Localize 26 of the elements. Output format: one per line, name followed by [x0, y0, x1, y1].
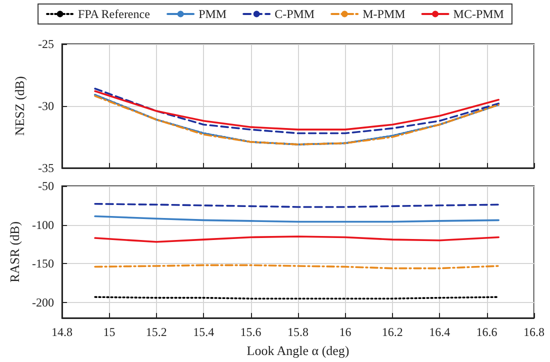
y-tick-label: -50 [38, 179, 54, 193]
x-tick-label: 15.2 [146, 325, 167, 339]
x-tick-label: 16.2 [382, 325, 403, 339]
x-tick-label: 15.6 [240, 325, 262, 339]
x-tick-label: 16 [339, 325, 352, 339]
y-tick-label: -150 [32, 256, 54, 271]
legend-label: FPA Reference [78, 7, 150, 21]
x-tick-label: 16.8 [524, 325, 544, 339]
legend-label: C-PMM [274, 7, 315, 21]
y-axis-title: NESZ (dB) [12, 76, 27, 136]
y-tick-label: -30 [38, 99, 54, 113]
x-tick-label: 16.6 [476, 325, 498, 339]
x-tick-label: 15.4 [193, 325, 214, 339]
x-tick-label: 14.8 [52, 325, 72, 339]
y-tick-label: -200 [32, 295, 54, 310]
x-tick-label: 15 [103, 325, 116, 339]
y-tick-label: -100 [32, 218, 54, 232]
legend-label: PMM [198, 7, 227, 21]
y-tick-label: -25 [38, 37, 54, 51]
legend-label: MC-PMM [453, 7, 504, 21]
x-tick-label: 15.8 [288, 325, 308, 339]
y-tick-label: -35 [38, 161, 54, 175]
legend-label: M-PMM [362, 7, 406, 21]
y-axis-title: RASR (dB) [7, 221, 22, 283]
x-tick-label: 16.4 [429, 325, 450, 339]
x-axis-title: Look Angle α (deg) [246, 343, 350, 358]
